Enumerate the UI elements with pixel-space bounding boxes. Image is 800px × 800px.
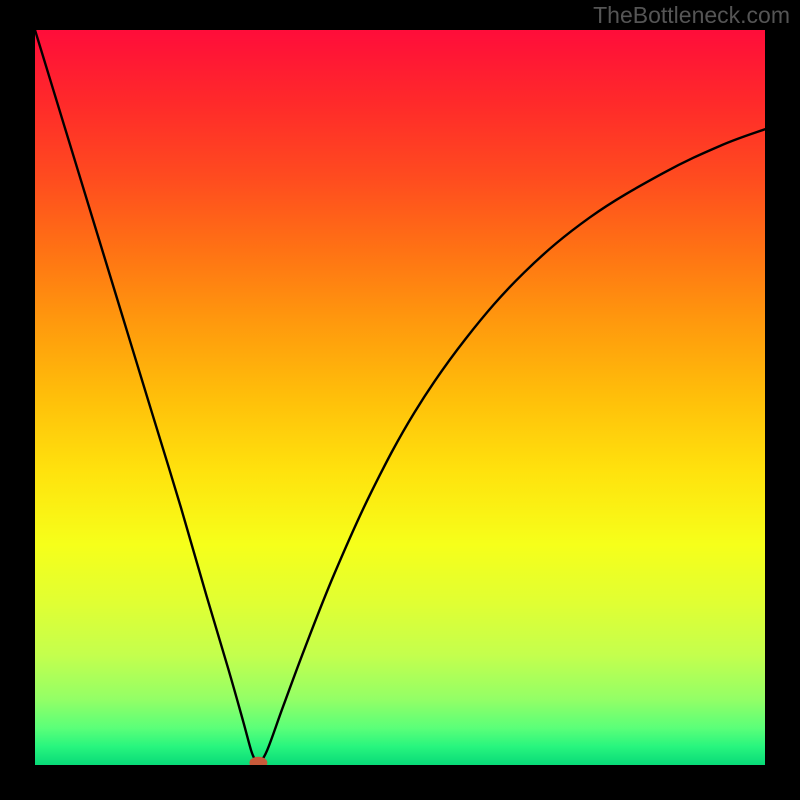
plot-area xyxy=(35,30,765,765)
chart-frame: TheBottleneck.com xyxy=(0,0,800,800)
watermark-text: TheBottleneck.com xyxy=(593,2,790,29)
gradient-background xyxy=(35,30,765,765)
bottleneck-chart xyxy=(35,30,765,765)
